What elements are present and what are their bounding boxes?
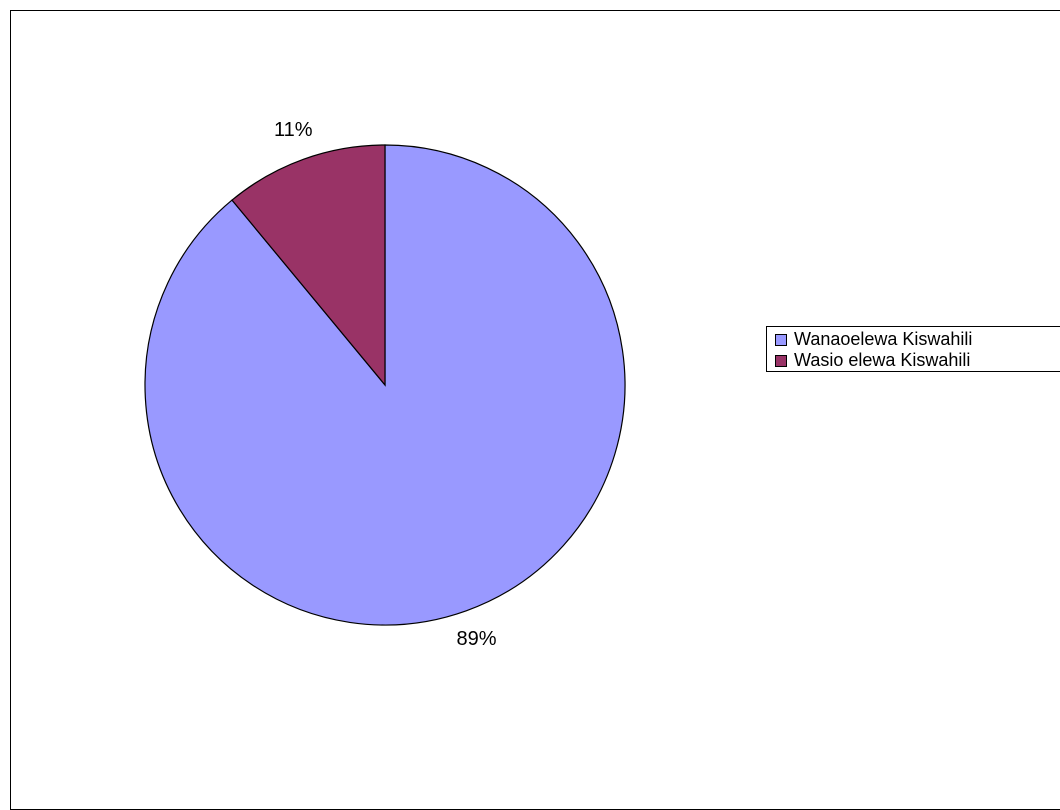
legend-swatch-wasio-elewa: [775, 354, 787, 367]
pie-chart: [144, 144, 626, 626]
legend-item-wasio-elewa: Wasio elewa Kiswahili: [775, 350, 1060, 370]
legend-label-wasio-elewa: Wasio elewa Kiswahili: [794, 350, 971, 370]
legend-item-wanaoelewa: Wanaoelewa Kiswahili: [775, 329, 1060, 349]
legend-label-wanaoelewa: Wanaoelewa Kiswahili: [794, 329, 973, 349]
legend-swatch-wanaoelewa: [775, 333, 787, 346]
data-label-wasio-elewa: 11%: [274, 119, 313, 142]
data-label-wanaoelewa: 89%: [456, 627, 497, 650]
pie-slice-wasio-elewa: [231, 144, 386, 387]
legend: Wanaoelewa Kiswahili Wasio elewa Kiswahi…: [766, 326, 1060, 372]
